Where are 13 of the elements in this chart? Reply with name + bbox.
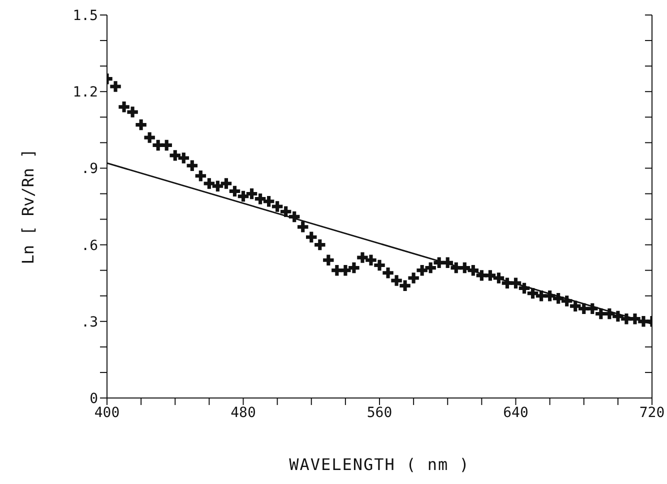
x-tick-label: 400 bbox=[94, 404, 120, 421]
y-axis-title: Ln [ Rv/Rn ] bbox=[18, 148, 38, 264]
x-tick-label: 560 bbox=[366, 404, 392, 421]
x-axis-title: WAVELENGTH ( nm ) bbox=[289, 455, 470, 474]
x-tick-label: 720 bbox=[639, 404, 665, 421]
y-tick-label: .3 bbox=[81, 314, 98, 330]
y-tick-label: 0 bbox=[90, 390, 98, 407]
y-tick-label: .6 bbox=[81, 238, 98, 254]
x-tick-label: 480 bbox=[230, 404, 256, 421]
y-tick-label: .9 bbox=[81, 161, 98, 178]
y-tick-label: 1.2 bbox=[72, 84, 98, 101]
x-tick-label: 640 bbox=[503, 404, 528, 421]
y-tick-label: 1.5 bbox=[72, 8, 98, 24]
